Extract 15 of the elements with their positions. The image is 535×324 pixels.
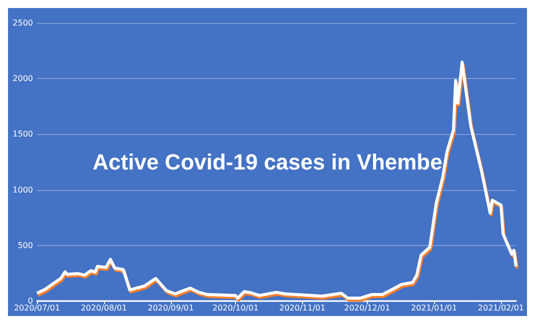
- x-tick-label: 2020/08/01: [80, 304, 127, 312]
- y-tick-label: 2500: [12, 18, 33, 28]
- x-tick-label: 2020/07/01: [14, 304, 60, 312]
- y-tick-label: 500: [18, 240, 33, 250]
- x-tick-label: 2020/12/01: [344, 304, 390, 312]
- x-tick-label: 2020/10/01: [212, 304, 259, 312]
- x-tick-label: 2020/09/01: [148, 304, 194, 312]
- x-tick-label: 2021/01/01: [410, 304, 458, 312]
- x-tick-label: 2020/11/01: [279, 304, 326, 312]
- y-tick-label: 1500: [12, 130, 33, 139]
- text: Active Covid-19 cases in Vhembe: [92, 150, 442, 174]
- y-tick-label: 1000: [12, 185, 33, 194]
- x-tick-label: 2021/02/01: [478, 304, 524, 312]
- y-tick-label: 2000: [12, 74, 33, 84]
- y-tick-label: 0: [28, 296, 33, 306]
